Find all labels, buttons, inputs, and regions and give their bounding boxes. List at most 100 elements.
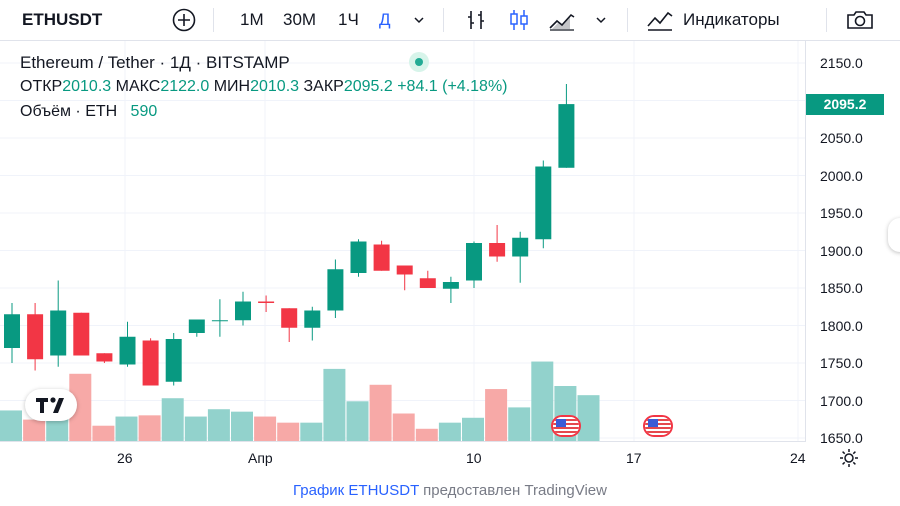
candle bbox=[327, 259, 344, 318]
volume-bar bbox=[438, 422, 461, 441]
camera-icon[interactable] bbox=[845, 8, 875, 32]
high-value: 2122.0 bbox=[160, 78, 210, 95]
volume-bar bbox=[508, 407, 531, 441]
candle bbox=[281, 308, 298, 342]
volume-bar bbox=[23, 419, 46, 441]
tradingview-logo bbox=[25, 389, 77, 421]
indicators-button[interactable]: Индикаторы bbox=[683, 10, 780, 29]
volume-bar bbox=[277, 422, 300, 441]
symbol-search[interactable]: ETHUSDT bbox=[22, 10, 103, 29]
scroll-to-realtime-handle[interactable] bbox=[888, 218, 900, 252]
volume-bar bbox=[231, 411, 253, 441]
add-symbol-icon[interactable] bbox=[170, 8, 198, 32]
bar-chart-type-icon[interactable] bbox=[464, 8, 488, 32]
legend-title-row: Ethereum / Tether · 1Д · BITSTAMP bbox=[20, 53, 290, 73]
attribution-footer: График ETHUSDT предоставлен TradingView bbox=[0, 476, 900, 506]
indicators-icon[interactable] bbox=[646, 8, 674, 32]
candle bbox=[27, 303, 44, 371]
candle bbox=[304, 306, 321, 341]
price-tick: 1750.0 bbox=[820, 355, 863, 371]
candle bbox=[489, 225, 506, 262]
candle-body bbox=[258, 301, 275, 303]
interval-1d[interactable]: Д bbox=[379, 10, 391, 29]
candle-body bbox=[396, 265, 413, 275]
price-tick: 1900.0 bbox=[820, 242, 863, 259]
low-value: 2010.3 bbox=[250, 78, 300, 95]
volume-bar bbox=[531, 361, 554, 441]
toolbar-divider bbox=[627, 8, 628, 32]
high-label: МАКС bbox=[115, 78, 161, 95]
candle-body bbox=[419, 278, 436, 288]
us-event-flag-icon[interactable] bbox=[643, 415, 673, 437]
candle-body bbox=[50, 310, 67, 356]
candle-body bbox=[350, 241, 367, 273]
candle-body bbox=[235, 301, 251, 321]
volume-bar bbox=[184, 416, 207, 441]
candle bbox=[466, 241, 482, 288]
candle bbox=[396, 265, 413, 291]
chevron-down-icon[interactable] bbox=[412, 15, 426, 27]
candle bbox=[4, 303, 20, 363]
volume-bar bbox=[138, 415, 161, 441]
candle-body bbox=[373, 244, 390, 271]
volume-bar bbox=[346, 401, 369, 441]
attribution-link[interactable]: График ETHUSDT bbox=[293, 482, 419, 499]
volume-bar bbox=[462, 417, 484, 441]
market-open-icon bbox=[409, 52, 429, 72]
area-chart-type-icon[interactable] bbox=[548, 8, 576, 32]
candle-body bbox=[512, 237, 529, 257]
candle bbox=[512, 231, 529, 283]
candle bbox=[119, 321, 136, 367]
price-tick: 1950.0 bbox=[820, 205, 863, 221]
interval-1m[interactable]: 1М bbox=[240, 10, 264, 29]
candle-body bbox=[304, 310, 321, 328]
current-price-badge: 2095.2 bbox=[806, 94, 884, 116]
candle bbox=[558, 84, 575, 168]
candle-body bbox=[327, 269, 344, 311]
candle bbox=[73, 312, 90, 356]
candle-body bbox=[281, 308, 298, 328]
attribution-text: предоставлен TradingView bbox=[418, 482, 607, 499]
time-axis[interactable]: 26 Апр 10 17 24 bbox=[0, 441, 806, 475]
chart-pane[interactable] bbox=[0, 41, 806, 441]
close-label: ЗАКР bbox=[303, 78, 344, 95]
candle bbox=[142, 338, 159, 386]
interval-1h[interactable]: 1Ч bbox=[338, 10, 359, 29]
time-tick: 24 bbox=[790, 450, 806, 466]
volume-bar bbox=[69, 373, 92, 441]
change-value: +84.1 (+4.18%) bbox=[397, 78, 508, 95]
toolbar-divider bbox=[826, 8, 827, 32]
toolbar-divider bbox=[213, 8, 214, 32]
candle-body bbox=[165, 339, 182, 382]
time-tick: 10 bbox=[466, 450, 482, 466]
volume-label[interactable]: Объём · ETH bbox=[20, 103, 118, 120]
volume-bar bbox=[254, 416, 277, 441]
time-tick: 26 bbox=[117, 450, 133, 466]
candle bbox=[535, 160, 552, 249]
volume-bar bbox=[115, 416, 138, 441]
volume-bar bbox=[0, 410, 22, 441]
toolbar-divider bbox=[443, 8, 444, 32]
price-tick: 1650.0 bbox=[820, 430, 863, 446]
volume-bar bbox=[323, 368, 346, 441]
candle bbox=[419, 270, 436, 288]
legend-ohlc-row: ОТКР2010.3 МАКС2122.0 МИН2010.3 ЗАКР2095… bbox=[20, 78, 508, 96]
open-value: 2010.3 bbox=[62, 78, 112, 95]
chevron-down-icon[interactable] bbox=[594, 15, 608, 27]
settings-gear-icon[interactable] bbox=[838, 447, 860, 469]
interval-30m[interactable]: 30М bbox=[283, 10, 317, 29]
candles-chart-type-icon[interactable] bbox=[507, 8, 531, 32]
low-label: МИН bbox=[213, 78, 251, 95]
volume-value: 590 bbox=[130, 103, 158, 120]
top-toolbar: ETHUSDT 1М 30М 1Ч Д Индикаторы bbox=[0, 0, 900, 41]
candle-body bbox=[4, 314, 20, 348]
candle bbox=[350, 239, 367, 277]
us-event-flag-icon[interactable] bbox=[551, 415, 581, 437]
volume-bar bbox=[161, 398, 184, 441]
legend-title[interactable]: Ethereum / Tether · 1Д · BITSTAMP bbox=[20, 53, 290, 72]
candle bbox=[235, 291, 251, 326]
volume-bar bbox=[485, 389, 508, 441]
volume-bar bbox=[300, 422, 323, 441]
time-tick: Апр bbox=[248, 450, 273, 466]
candlestick-chart bbox=[0, 41, 805, 441]
